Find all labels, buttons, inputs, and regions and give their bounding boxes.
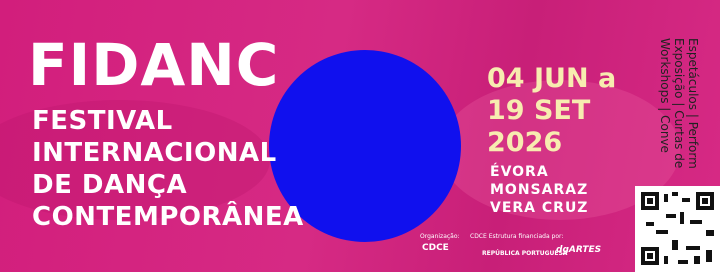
festival-acronym: FIDANC [28,34,279,96]
festival-name-line: CONTEMPORÂNEA [32,202,304,232]
date-line: 04 JUN a [487,64,616,94]
program-line: Espetáculos | Perform [686,38,700,169]
funding-label: CDCE Estrutura financiada por: [470,233,563,240]
program-line: Exposição | Curtas de [672,38,686,168]
poster: FIDANC FESTIVAL INTERNACIONAL DE DANÇA C… [0,0,720,272]
funder-logo: dgARTES [556,245,601,255]
festival-name-line: FESTIVAL [32,106,173,136]
date-line: 2026 [487,128,562,158]
program-line: Workshops | Conve [658,38,672,153]
festival-name-line: INTERNACIONAL [32,138,277,168]
city: ÉVORA [490,164,549,181]
city: VERA CRUZ [490,200,588,217]
city: MONSARAZ [490,182,588,199]
organization-label: Organização: [420,233,460,240]
date-line: 19 SET [487,96,590,126]
organizer-logo: CDCE [422,243,449,253]
funder-logo: REPÚBLICA PORTUGUESA [482,250,567,257]
festival-name-line: DE DANÇA [32,170,187,200]
